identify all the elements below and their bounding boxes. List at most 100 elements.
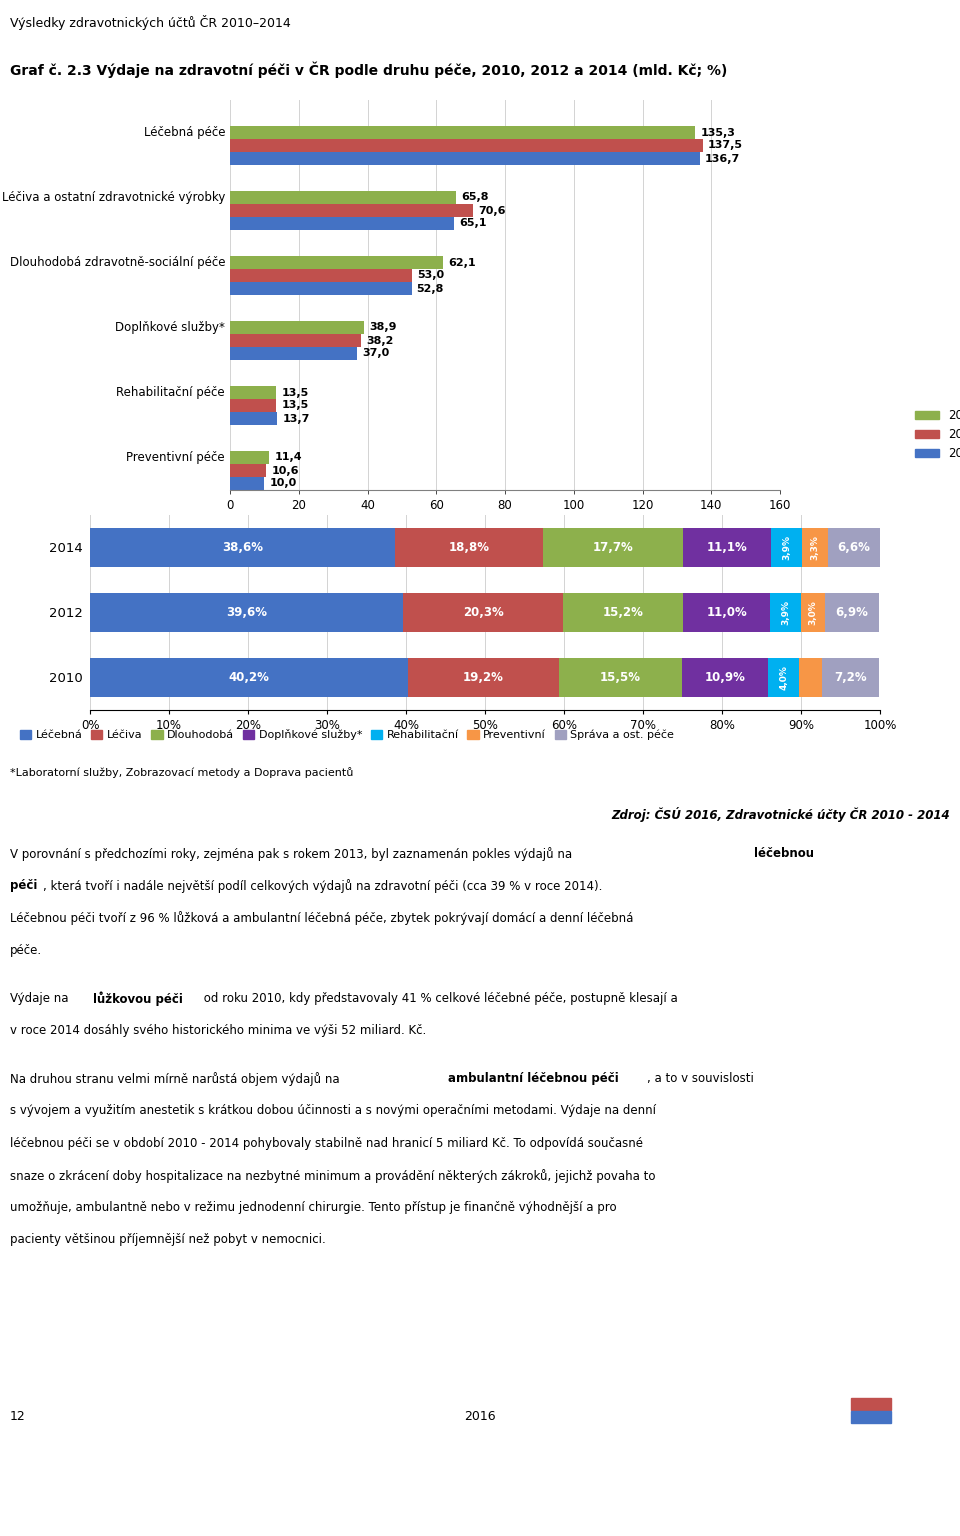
Text: 38,9: 38,9 [369, 323, 396, 332]
Text: snaze o zkrácení doby hospitalizace na nezbytné minimum a provádění některých zá: snaze o zkrácení doby hospitalizace na n… [10, 1169, 656, 1183]
Text: Na druhou stranu velmi mírně narůstá objem výdajů na: Na druhou stranu velmi mírně narůstá obj… [10, 1072, 344, 1086]
Text: 38,2: 38,2 [367, 335, 394, 346]
Text: 13,5: 13,5 [281, 401, 309, 410]
Text: 11,0%: 11,0% [707, 607, 747, 619]
Bar [770, 593, 801, 631]
Text: 62,1: 62,1 [448, 258, 476, 267]
FancyBboxPatch shape [852, 1398, 891, 1410]
Text: Preventivní péče: Preventivní péče [127, 452, 225, 464]
Text: 6,9%: 6,9% [835, 607, 869, 619]
Bar [230, 269, 412, 283]
Bar [768, 657, 800, 697]
Bar [230, 152, 700, 164]
Text: 52,8: 52,8 [417, 284, 444, 293]
Text: 135,3: 135,3 [700, 127, 735, 138]
Text: lůžkovou péči: lůžkovou péči [93, 992, 182, 1006]
Text: 65,1: 65,1 [459, 218, 487, 229]
Text: *Laboratorní služby, Zobrazovací metody a Doprava pacientů: *Laboratorní služby, Zobrazovací metody … [10, 766, 353, 777]
Text: od roku 2010, kdy představovaly 41 % celkové léčebné péče, postupně klesají a: od roku 2010, kdy představovaly 41 % cel… [201, 992, 678, 1005]
Bar [230, 190, 456, 204]
Legend: Léčebná, Léčiva, Dlouhodobá, Doplňkové služby*, Rehabilitační, Preventivní, Sprá: Léčebná, Léčiva, Dlouhodobá, Doplňkové s… [15, 725, 679, 745]
Text: péče.: péče. [10, 943, 42, 957]
Text: Rehabilitační péče: Rehabilitační péče [116, 386, 225, 399]
Text: 18,8%: 18,8% [448, 541, 490, 554]
Text: 12: 12 [10, 1410, 26, 1424]
Text: 20,3%: 20,3% [463, 607, 503, 619]
Text: 3,9%: 3,9% [781, 535, 791, 561]
FancyBboxPatch shape [852, 1412, 891, 1424]
Bar [230, 321, 364, 333]
Text: Výsledky zdravotnických účtů ČR 2010–2014: Výsledky zdravotnických účtů ČR 2010–201… [10, 15, 291, 31]
Text: Léčebnou péči tvoří z 96 % lůžková a ambulantní léčebná péče, zbytek pokrývají d: Léčebnou péči tvoří z 96 % lůžková a amb… [10, 911, 634, 925]
Text: 136,7: 136,7 [705, 154, 740, 163]
Text: Zdroj: ČSÚ 2016, Zdravotnické účty ČR 2010 - 2014: Zdroj: ČSÚ 2016, Zdravotnické účty ČR 20… [612, 806, 950, 822]
Bar [825, 593, 879, 631]
Text: s vývojem a využitím anestetik s krátkou dobou účinnosti a s novými operačními m: s vývojem a využitím anestetik s krátkou… [10, 1104, 656, 1117]
Bar [801, 593, 825, 631]
Bar [823, 657, 879, 697]
Text: Léčiva a ostatní zdravotnické výrobky: Léčiva a ostatní zdravotnické výrobky [2, 190, 225, 204]
Bar [230, 399, 276, 412]
Text: 13,5: 13,5 [281, 387, 309, 398]
Text: 137,5: 137,5 [708, 140, 743, 151]
Bar [684, 528, 771, 567]
Text: Graf č. 2.3 Výdaje na zdravotní péči v ČR podle druhu péče, 2010, 2012 a 2014 (m: Graf č. 2.3 Výdaje na zdravotní péči v Č… [10, 61, 728, 78]
Text: 10,0: 10,0 [270, 479, 297, 488]
Bar [230, 347, 357, 359]
Bar [90, 528, 395, 567]
Bar [230, 478, 264, 490]
Text: léčebnou péči se v období 2010 - 2014 pohybovaly stabilně nad hranicí 5 miliard : léčebnou péči se v období 2010 - 2014 po… [10, 1137, 643, 1149]
Bar [682, 657, 768, 697]
Text: 3,0%: 3,0% [808, 601, 817, 625]
Legend: 2014, 2012, 2010: 2014, 2012, 2010 [911, 404, 960, 464]
Bar [230, 217, 454, 230]
Text: léčebnou: léčebnou [755, 846, 814, 860]
Text: , která tvoří i nadále největší podíl celkových výdajů na zdravotní péči (cca 39: , která tvoří i nadále největší podíl ce… [43, 879, 603, 894]
Bar [230, 412, 277, 425]
Bar [90, 657, 408, 697]
Text: Doplňkové služby*: Doplňkové služby* [115, 321, 225, 333]
Bar [408, 657, 560, 697]
Bar [230, 333, 361, 347]
Bar [230, 257, 444, 269]
Bar [560, 657, 682, 697]
Bar [800, 657, 823, 697]
Text: 37,0: 37,0 [362, 349, 390, 358]
Bar [230, 204, 472, 217]
Text: pacienty většinou příjemnější než pobyt v nemocnici.: pacienty většinou příjemnější než pobyt … [10, 1233, 325, 1246]
Text: 6,6%: 6,6% [837, 541, 871, 554]
Text: 10,9%: 10,9% [705, 671, 745, 684]
Text: 40,2%: 40,2% [228, 671, 269, 684]
Bar [230, 126, 695, 138]
Text: 11,1%: 11,1% [707, 541, 748, 554]
Text: 4,0%: 4,0% [780, 665, 788, 690]
Bar [543, 528, 684, 567]
Bar [90, 593, 403, 631]
Bar [564, 593, 684, 631]
Text: v roce 2014 dosáhly svého historického minima ve výši 52 miliard. Kč.: v roce 2014 dosáhly svého historického m… [10, 1025, 426, 1037]
Bar [230, 464, 267, 478]
X-axis label: mld. Kč: mld. Kč [480, 521, 530, 533]
Bar [230, 283, 412, 295]
Bar [230, 452, 269, 464]
Text: 17,7%: 17,7% [593, 541, 634, 554]
Text: 3,9%: 3,9% [781, 601, 790, 625]
Bar [395, 528, 543, 567]
Text: 3,3%: 3,3% [810, 535, 819, 561]
Text: 53,0: 53,0 [418, 270, 444, 281]
Text: umožňuje, ambulantně nebo v režimu jednodenní chirurgie. Tento přístup je finanč: umožňuje, ambulantně nebo v režimu jedno… [10, 1201, 616, 1213]
Text: 10,6: 10,6 [272, 465, 300, 476]
Text: 39,6%: 39,6% [226, 607, 267, 619]
Text: 38,6%: 38,6% [222, 541, 263, 554]
Text: ambulantní léčebnou péči: ambulantní léčebnou péči [448, 1072, 619, 1086]
Bar [828, 528, 880, 567]
Bar [684, 593, 770, 631]
Text: V porovnání s předchozími roky, zejména pak s rokem 2013, byl zaznamenán pokles : V porovnání s předchozími roky, zejména … [10, 846, 576, 862]
Bar [230, 138, 703, 152]
Text: 15,2%: 15,2% [603, 607, 644, 619]
Text: 19,2%: 19,2% [463, 671, 504, 684]
Text: Léčebná péče: Léčebná péče [143, 126, 225, 138]
Text: 11,4: 11,4 [275, 453, 302, 462]
Text: 13,7: 13,7 [282, 413, 310, 424]
Text: 70,6: 70,6 [478, 206, 505, 215]
